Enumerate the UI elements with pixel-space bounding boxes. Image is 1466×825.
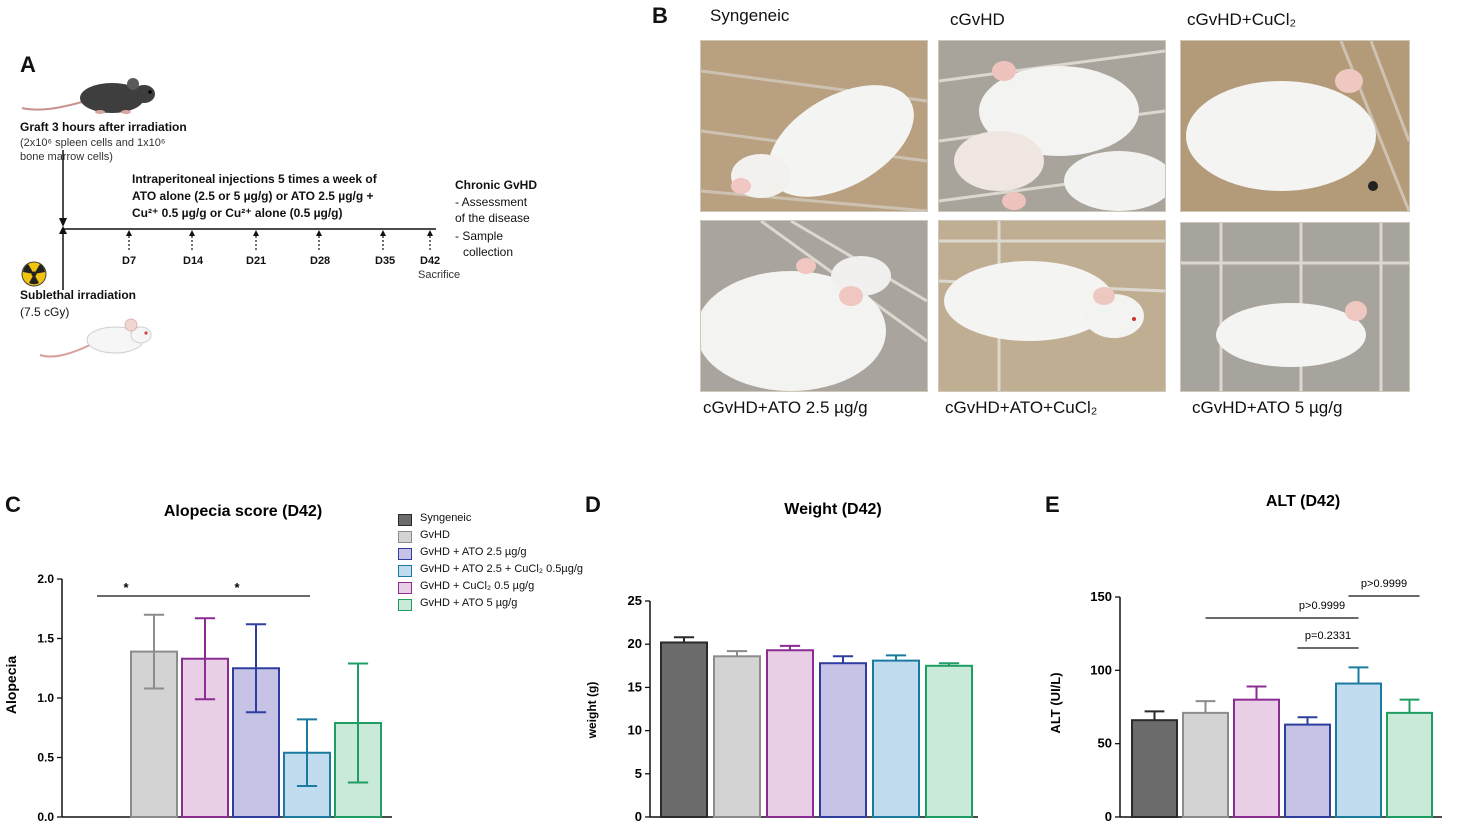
p-value-label: p=0.2331 — [1305, 630, 1351, 642]
y-tick-label: 15 — [628, 679, 642, 694]
y-tick-label: 1.5 — [37, 632, 54, 646]
panel-letter-b: B — [652, 3, 668, 28]
photo-label-cgvhd-cucl2: cGvHD+CuCl₂ — [1187, 10, 1297, 29]
day-label: D42 — [420, 255, 441, 267]
y-tick-label: 10 — [628, 723, 642, 738]
p-value-label: p>0.9999 — [1299, 600, 1345, 612]
bar — [1182, 711, 1229, 818]
mouse-photo-cgvhd-cucl2 — [1180, 40, 1410, 212]
y-tick-label: 50 — [1098, 736, 1112, 751]
chart-title: Weight (D42) — [784, 501, 881, 518]
bar — [872, 659, 920, 818]
legend-swatch — [398, 531, 412, 543]
y-tick-label: 0 — [1105, 809, 1112, 824]
mouse-photo-ato-5 — [1180, 222, 1410, 392]
y-tick-label: 0.0 — [37, 810, 54, 824]
graft-title: Graft 3 hours after irradiation — [20, 120, 187, 134]
y-axis-label: weight (g) — [585, 682, 599, 740]
bar — [1335, 682, 1382, 818]
y-tick-label: 150 — [1090, 589, 1112, 604]
bar — [1386, 711, 1433, 818]
injection-line3: Cu²⁺ 0.5 µg/g or Cu²⁺ alone (0.5 µg/g) — [132, 206, 343, 220]
chronic-title: Chronic GvHD — [455, 178, 538, 192]
chart-title: ALT (D42) — [1266, 493, 1340, 510]
legend-swatch — [398, 548, 412, 560]
bar — [1284, 723, 1331, 819]
photo-label-syngeneic: Syngeneic — [710, 6, 790, 25]
bar — [766, 649, 814, 818]
alopecia-chart: Alopecia score (D42) Alopecia 0.0 0.5 1.0 1… — [3, 503, 392, 824]
y-tick-label: 100 — [1090, 662, 1112, 677]
radiation-icon — [21, 261, 47, 287]
day-label: D7 — [122, 255, 137, 267]
day-label: D28 — [310, 255, 331, 267]
chart-title: Alopecia score (D42) — [164, 503, 322, 520]
day-label: D14 — [183, 255, 204, 267]
legend-swatch — [398, 514, 412, 526]
significance-label: * — [123, 580, 129, 595]
day-label: D21 — [246, 255, 267, 267]
sacrifice-label: Sacrifice — [418, 269, 461, 281]
mouse-photo-cgvhd — [938, 40, 1166, 212]
alt-chart: ALT (D42) ALT (UI/L) 0 50 100 150 p>0.9999 p=… — [1048, 493, 1442, 824]
irradiation-title: Sublethal irradiation — [20, 288, 137, 302]
timeline-diagram — [21, 78, 436, 358]
p-value-label: p>0.9999 — [1361, 578, 1407, 590]
graft-cells-line2: bone marrow cells) — [20, 151, 113, 163]
y-tick-label: 20 — [628, 636, 642, 651]
graft-cells-line1: (2x10⁶ spleen cells and 1x10⁶ — [20, 137, 166, 149]
bar — [925, 664, 973, 818]
y-axis-label: Alopecia — [3, 656, 19, 715]
legend-label: GvHD + CuCl₂ 0.5 µg/g — [420, 580, 535, 592]
bar — [660, 641, 708, 818]
legend-label: Syngeneic — [420, 512, 472, 524]
bar — [713, 655, 761, 818]
bar — [1233, 698, 1280, 819]
chronic-line3: - Sample — [455, 229, 504, 243]
weight-chart: Weight (D42) weight (g) 0 5 10 15 20 25 — [585, 501, 978, 824]
significance-label: * — [234, 580, 240, 595]
legend-label: GvHD + ATO 2.5 µg/g — [420, 546, 527, 558]
irradiation-dose: (7.5 cGy) — [20, 305, 70, 319]
y-tick-label: 5 — [635, 766, 642, 781]
injection-line1: Intraperitoneal injections 5 times a wee… — [132, 172, 377, 186]
photo-label-ato-5: cGvHD+ATO 5 µg/g — [1192, 398, 1343, 417]
y-tick-label: 0.5 — [37, 751, 54, 765]
y-tick-label: 1.0 — [37, 691, 54, 705]
photo-label-ato-25: cGvHD+ATO 2.5 µg/g — [703, 398, 868, 417]
legend-swatch — [398, 582, 412, 594]
mouse-photo-syngeneic — [700, 40, 928, 212]
bar — [1131, 719, 1178, 818]
mouse-photo-ato-25 — [700, 220, 928, 392]
photo-label-ato-cucl2: cGvHD+ATO+CuCl₂ — [945, 398, 1098, 417]
mouse-photo-ato-cucl2 — [938, 220, 1166, 392]
injection-line2: ATO alone (2.5 or 5 µg/g) or ATO 2.5 µg/… — [132, 189, 374, 203]
legend-swatch — [398, 565, 412, 577]
panel-letter-a: A — [20, 52, 36, 77]
panel-letter-c: C — [5, 492, 21, 517]
y-axis-label: ALT (UI/L) — [1048, 672, 1063, 733]
day-label: D35 — [375, 255, 396, 267]
panel-letter-d: D — [585, 492, 601, 517]
dark-mouse-icon — [21, 78, 155, 114]
legend-label: GvHD + ATO 5 µg/g — [420, 597, 518, 609]
panel-letter-e: E — [1045, 492, 1060, 517]
bar — [819, 662, 867, 818]
chronic-line4: collection — [463, 245, 514, 259]
chronic-line1: - Assessment — [455, 195, 528, 209]
y-tick-label: 25 — [628, 593, 642, 608]
y-tick-label: 2.0 — [37, 572, 54, 586]
legend-swatch — [398, 599, 412, 611]
photo-label-cgvhd: cGvHD — [950, 10, 1005, 29]
chronic-line2: of the disease — [455, 211, 530, 225]
white-mouse-icon — [39, 318, 152, 358]
y-tick-label: 0 — [635, 809, 642, 824]
legend-label: GvHD — [420, 529, 450, 541]
legend-label: GvHD + ATO 2.5 + CuCl₂ 0.5µg/g — [420, 563, 584, 575]
